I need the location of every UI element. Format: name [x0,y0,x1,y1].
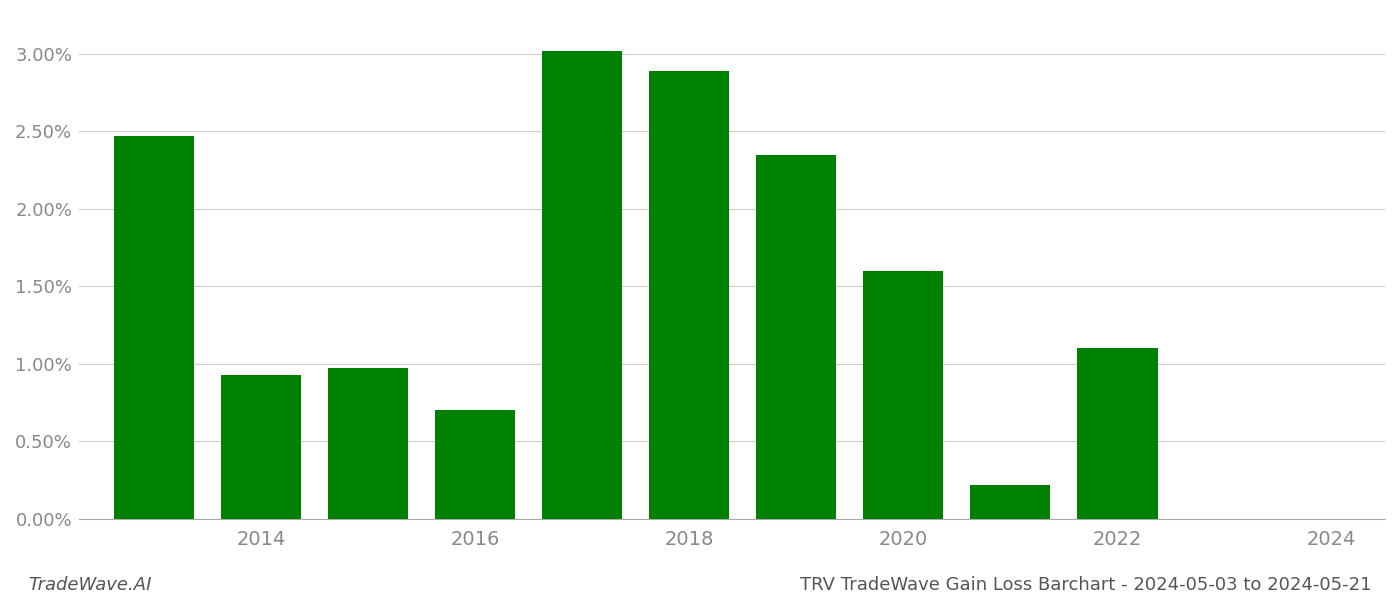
Text: TRV TradeWave Gain Loss Barchart - 2024-05-03 to 2024-05-21: TRV TradeWave Gain Loss Barchart - 2024-… [801,576,1372,594]
Bar [221,374,301,519]
Bar [864,271,944,519]
Bar [756,155,836,519]
Bar [113,136,195,519]
Text: TradeWave.AI: TradeWave.AI [28,576,151,594]
Bar [435,410,515,519]
Bar [328,368,409,519]
Bar [1077,349,1158,519]
Bar [542,50,623,519]
Bar [970,485,1050,519]
Bar [650,71,729,519]
